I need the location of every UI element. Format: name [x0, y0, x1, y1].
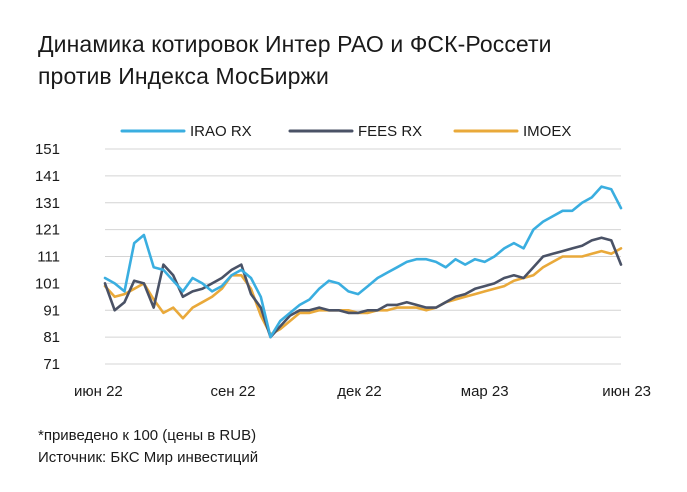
footnote: *приведено к 100 (цены в RUB) [38, 427, 257, 444]
y-axis: 151 141 131 121 111 101 91 81 71 [35, 141, 60, 373]
chart-title: Динамика котировок Интер РАО и ФСК-Россе… [38, 28, 552, 92]
y-tick-label: 151 [35, 141, 60, 158]
y-tick-label: 91 [43, 302, 60, 319]
x-tick-label: июн 22 [74, 383, 123, 400]
y-tick-label: 111 [37, 249, 60, 266]
footer: *приведено к 100 (цены в RUB) Источник: … [38, 425, 258, 469]
x-tick-label: мар 23 [461, 383, 509, 400]
y-tick-label: 101 [35, 275, 60, 292]
x-tick-label: дек 22 [337, 383, 382, 400]
series-lines [103, 185, 623, 339]
y-tick-label: 141 [35, 168, 60, 185]
y-tick-label: 121 [35, 222, 60, 239]
series-line-fees-rx [103, 236, 623, 339]
y-tick-label: 81 [43, 329, 60, 346]
x-axis: июн 22 сен 22 дек 22 мар 23 июн 23 [74, 383, 651, 400]
legend: IRAO RX FEES RX IMOEX [120, 123, 571, 140]
y-tick-label: 71 [43, 356, 60, 373]
legend-label: FEES RX [358, 123, 422, 140]
line-chart: IRAO RX FEES RX IMOEX 151 141 131 121 111 101 91… [35, 123, 651, 400]
series-line-irao-rx [103, 185, 623, 339]
legend-label: IRAO RX [190, 123, 252, 140]
x-tick-label: июн 23 [602, 383, 651, 400]
legend-label: IMOEX [523, 123, 571, 140]
source-note: Источник: БКС Мир инвестиций [38, 449, 259, 466]
chart-title-line-2: против Индекса МосБиржи [38, 63, 329, 89]
chart-title-line-1: Динамика котировок Интер РАО и ФСК-Россе… [38, 31, 552, 57]
y-tick-label: 131 [35, 195, 60, 212]
x-tick-label: сен 22 [210, 383, 255, 400]
